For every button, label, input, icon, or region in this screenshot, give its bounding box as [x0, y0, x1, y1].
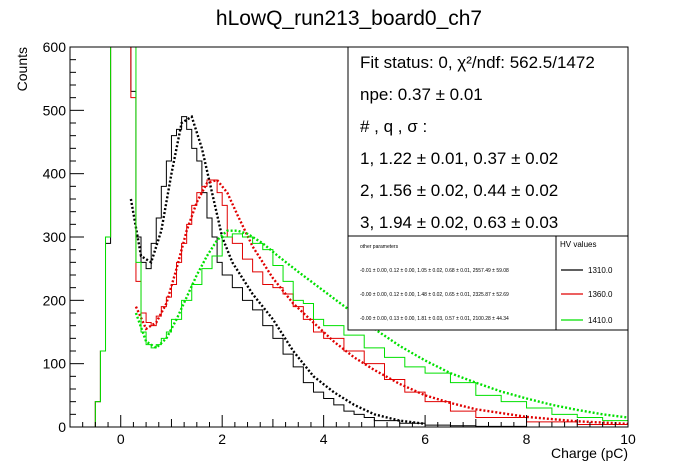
- stats-line-peak-2: 2, 1.56 ± 0.02, 0.44 ± 0.02: [360, 181, 558, 200]
- stats-line-header: # , q , σ :: [360, 117, 427, 136]
- series-layer: [70, 47, 628, 427]
- stats-line-npe: npe: 0.37 ± 0.01: [360, 85, 483, 104]
- x-tick-label: 0: [117, 431, 125, 447]
- stats-box-frame: [347, 46, 629, 331]
- y-tick-label: 100: [43, 356, 67, 372]
- y-tick-label: 0: [58, 419, 66, 435]
- fit-curve-1410.0: [134, 229, 628, 419]
- y-tick-label: 400: [43, 166, 67, 182]
- legend-hv-values-header: HV values: [560, 240, 596, 249]
- y-axis-label: Counts: [14, 47, 30, 91]
- legend-other-parameters-header: other parameters: [360, 244, 399, 250]
- legend-params-row-3: -0.00 ± 0.00, 0.13 ± 0.00, 1.81 ± 0.03, …: [360, 316, 509, 322]
- legend-label-1310: 1310.0: [588, 266, 613, 275]
- x-tick-label: 4: [320, 431, 328, 447]
- fit-curve-1360.0: [134, 178, 628, 426]
- stats-line-peak-1: 1, 1.22 ± 0.01, 0.37 ± 0.02: [360, 149, 558, 168]
- x-tick-label: 2: [218, 431, 226, 447]
- y-tick-label: 600: [43, 39, 67, 55]
- legend-params-row-1: -0.01 ± 0.00, 0.12 ± 0.00, 1.05 ± 0.02, …: [360, 268, 509, 274]
- legend-box: other parameters HV values -0.01 ± 0.00,…: [348, 235, 628, 330]
- chart-title: hLowQ_run213_board0_ch7: [216, 7, 482, 30]
- y-tick-label: 200: [43, 292, 67, 308]
- legend-label-1360: 1360.0: [588, 290, 613, 299]
- x-tick-label: 8: [523, 431, 531, 447]
- stats-line-peak-3: 3, 1.94 ± 0.02, 0.63 ± 0.03: [360, 213, 558, 232]
- x-tick-label: 10: [620, 431, 636, 447]
- x-tick-label: 6: [421, 431, 429, 447]
- histogram-1410.0: [70, 47, 628, 427]
- stats-box: Fit status: 0, χ²/ndf: 562.5/1472 npe: 0…: [347, 46, 629, 331]
- y-tick-label: 300: [43, 229, 67, 245]
- legend-params-row-2: -0.00 ± 0.00, 0.12 ± 0.00, 1.48 ± 0.02, …: [360, 292, 509, 298]
- fit-curve-1310.0: [129, 114, 426, 426]
- y-tick-label: 500: [43, 102, 67, 118]
- x-axis-label: Charge (pC): [551, 445, 628, 461]
- histogram-1360.0: [70, 47, 628, 427]
- legend-label-1410: 1410.0: [588, 316, 613, 325]
- stats-line-fit-status: Fit status: 0, χ²/ndf: 562.5/1472: [360, 53, 595, 72]
